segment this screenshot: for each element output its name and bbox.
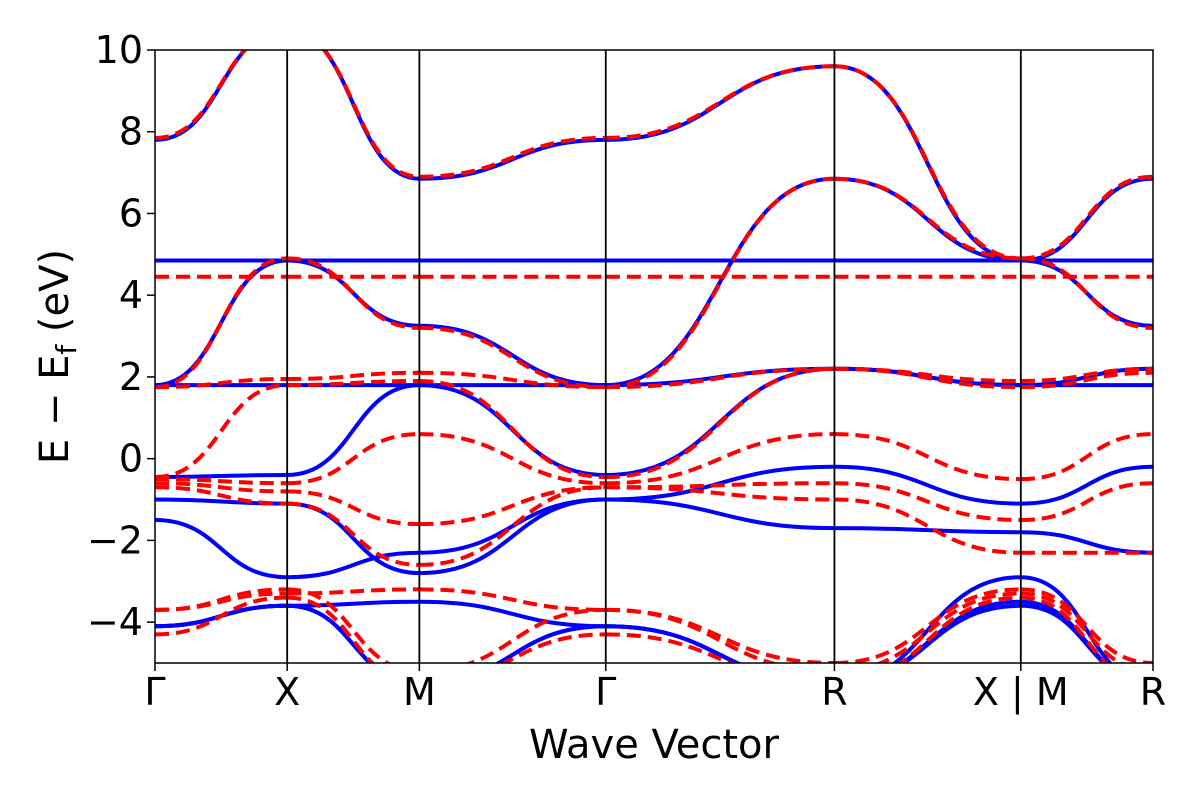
y-tick-label: 6 [119, 191, 143, 235]
y-ticks: −4 −2 0 2 4 6 8 10 [87, 28, 155, 644]
solid-band-5 [155, 176, 1153, 388]
x-tick-label: Γ [144, 670, 165, 714]
dashed-band-11 [155, 595, 1109, 663]
x-tick-label: R [1140, 670, 1166, 714]
y-tick-label: 2 [119, 355, 143, 399]
series-solid-bands [155, 50, 1153, 663]
dashed-band-5 [155, 366, 1153, 390]
solid-band-2 [155, 464, 1153, 576]
solid-band-7 [155, 50, 1153, 263]
solid-band-1 [155, 497, 1153, 580]
dashed-band-2 [155, 481, 1153, 527]
y-axis-title-suffix: (eV) [32, 249, 78, 345]
x-tick-label: X [274, 670, 300, 714]
y-tick-label: 8 [119, 110, 143, 154]
plot-area [155, 50, 1153, 663]
x-ticks: Γ X M Γ R X | M R [144, 663, 1166, 715]
y-axis-title: E − Ef (eV) [32, 249, 83, 464]
dashed-band-1 [155, 485, 1153, 567]
dashed-band-6 [155, 176, 1153, 390]
dashed-band-8 [155, 50, 1153, 261]
x-tick-label: X | M [973, 670, 1069, 715]
y-tick-label: 0 [119, 437, 143, 481]
plot-frame [154, 49, 1154, 664]
x-axis-title: Wave Vector [529, 722, 780, 768]
y-axis-title-prefix: E − E [32, 355, 78, 465]
x-tick-label: R [821, 670, 847, 714]
axes [154, 49, 1154, 664]
y-tick-label: −4 [87, 600, 143, 644]
y-tick-label: 4 [119, 273, 143, 317]
y-axis-title-subscript: f [50, 344, 83, 355]
dashed-band-3 [155, 432, 1153, 486]
dashed-band-10 [155, 587, 1125, 663]
y-tick-label: 10 [95, 28, 143, 72]
x-tick-label: Γ [595, 670, 616, 714]
dashed-band-4 [155, 366, 1153, 480]
x-tick-label: M [403, 670, 436, 714]
series-dashed-bands [155, 50, 1153, 663]
y-tick-label: −2 [87, 518, 143, 562]
